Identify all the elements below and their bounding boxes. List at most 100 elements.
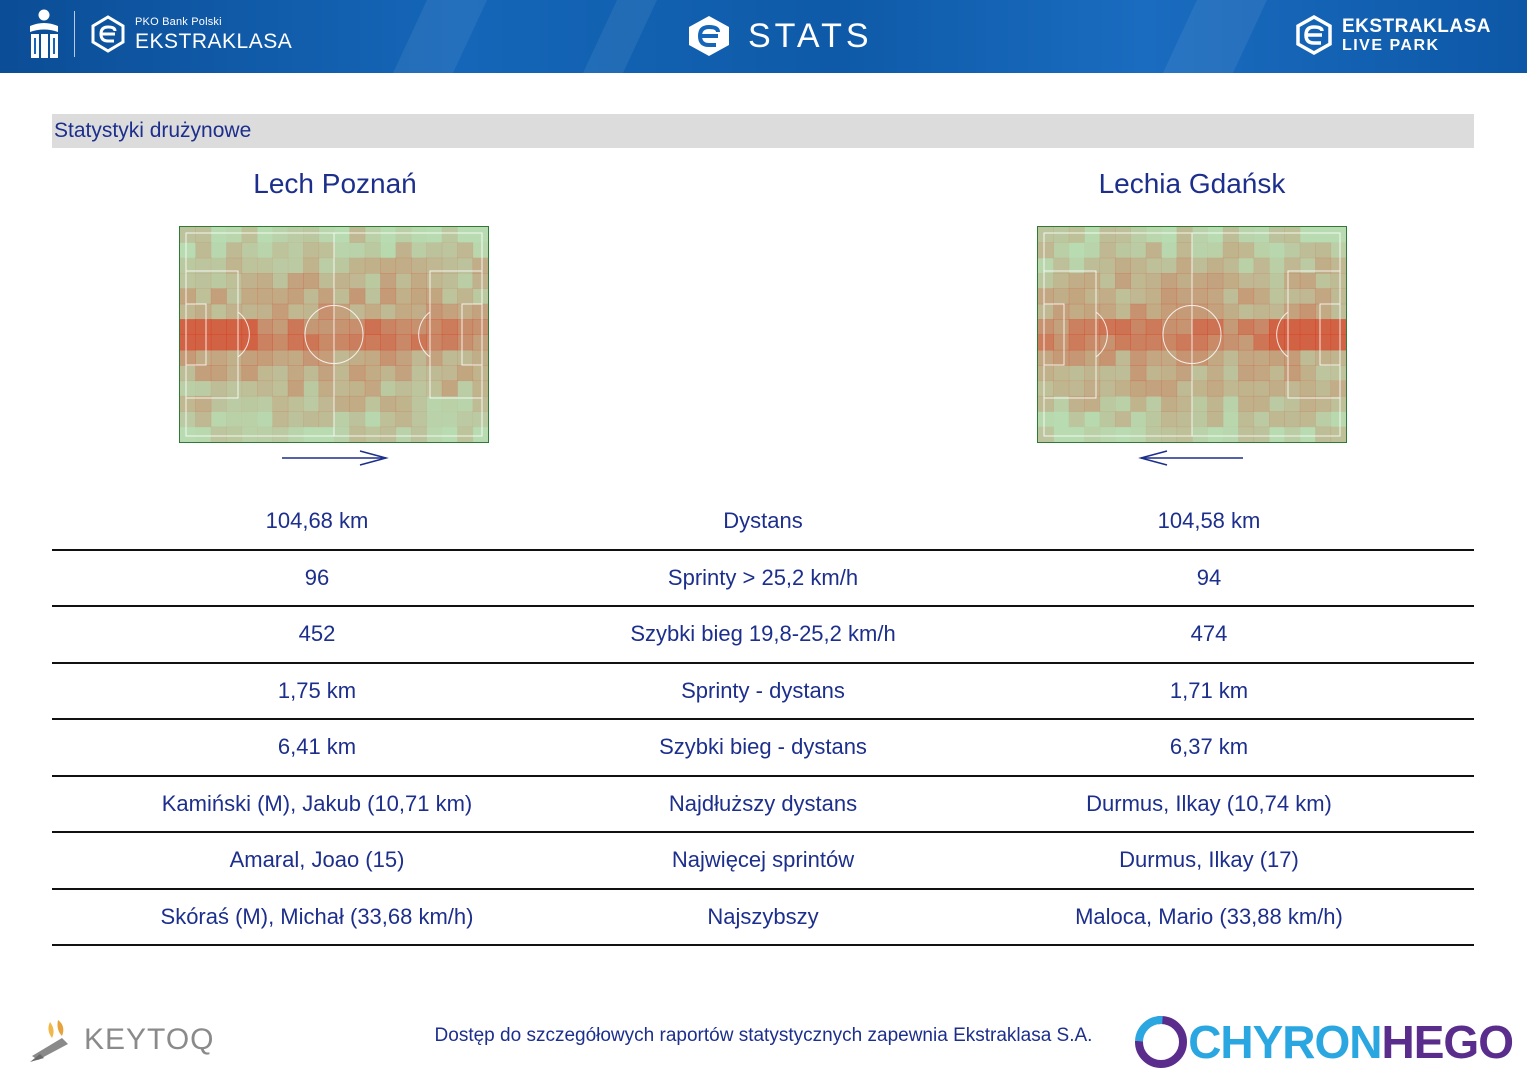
heat-cell [334,349,350,366]
heat-cell [380,349,397,366]
heat-cell [1068,395,1085,412]
heat-cell [349,273,366,289]
heat-cell [364,349,381,366]
heat-cell [1053,227,1070,243]
heat-cell [1068,365,1085,382]
heat-cell [287,273,304,289]
heat-cell [1130,411,1147,428]
stat-label: Najdłuższy dystans [668,790,858,816]
heat-cell [287,380,304,397]
heat-cell [1269,288,1285,305]
footer-note: Dostęp do szczegółowych raportów statyst… [434,1025,1093,1046]
heat-cell [1084,319,1101,335]
brand-big-text: EKSTRAKLASA [135,29,293,53]
heat-cell [349,411,366,428]
heat-cell [1099,257,1116,274]
heat-cell [457,242,474,259]
heat-cell [1161,288,1178,305]
heat-cell [364,288,381,305]
heat-cell [1315,273,1332,289]
heat-cell [257,227,273,243]
heat-cell [441,365,458,382]
heat-cell [364,334,381,351]
heat-cell [1053,303,1070,320]
heat-cell [1053,427,1069,442]
away-value: 104,58 km [1157,508,1261,534]
heat-cell [472,288,488,305]
heat-cell [1115,334,1131,351]
heat-cell [210,426,227,442]
heat-cell [1300,227,1316,243]
heat-cell [318,334,335,351]
heat-cell [210,395,227,412]
heat-cell [442,427,458,442]
heat-cell [1222,319,1239,335]
away-value: 474 [1190,621,1228,647]
away-team-name: Lechia Gdańsk [1098,168,1286,199]
heat-cell [180,242,196,258]
heat-cell [411,257,427,274]
heat-cell [241,395,258,412]
heat-cell [1192,426,1208,442]
heat-cell [334,242,350,259]
heat-cell [1315,319,1332,335]
heat-cell [1299,257,1316,274]
heat-cell [1331,411,1346,427]
heat-cell [1084,288,1101,305]
heat-cell [395,349,412,366]
heat-cell [1269,319,1285,335]
heat-cell [1253,257,1270,274]
heat-cell [349,303,366,320]
away-value: 1,71 km [1169,677,1249,703]
heat-cell [334,426,350,442]
heat-cell [1299,288,1316,305]
heat-cell [1145,426,1162,442]
heat-cell [1176,380,1193,397]
heat-cell [1068,349,1085,366]
heat-cell [1330,273,1346,289]
heat-cell [226,411,243,428]
heat-cell [1084,227,1100,243]
heat-cell [1222,288,1239,305]
away-value: 94 [1196,564,1222,590]
heat-cell [195,227,212,243]
heat-cell [364,365,381,382]
heat-cell [411,303,427,320]
heat-cell [211,242,227,258]
heat-cell [441,242,458,259]
heat-cell [1161,303,1178,320]
heat-cell [1253,411,1270,428]
heat-cell [1115,411,1131,428]
heat-cell [241,303,258,320]
chyronhego-logo-icon [1135,1016,1188,1068]
heat-cell [411,380,427,397]
heat-cell [441,380,458,397]
heat-cell [180,427,196,442]
heat-cell [349,334,366,351]
heat-cell [1038,334,1054,351]
heat-cell [1269,427,1285,442]
heat-cell [1099,334,1116,351]
heat-cell [1161,411,1178,428]
heat-cell [1068,273,1085,289]
away-value: Durmus, Ilkay (17) [1119,847,1299,873]
heat-cell [1207,380,1224,397]
heat-cell [1115,257,1131,274]
heat-cell [1207,257,1224,274]
heat-cell [1145,288,1162,305]
heat-cell [1145,411,1162,428]
heat-cell [1207,365,1224,382]
heat-cell [1053,288,1070,305]
heat-cell [1053,395,1070,412]
heat-cell [1130,380,1147,397]
heat-cell [226,426,243,442]
heat-cell [1176,349,1193,366]
heat-cell [1315,365,1332,382]
heat-cell [272,380,289,397]
heat-cell [210,349,227,366]
heat-cell [1069,427,1085,442]
heat-cell [180,411,196,428]
heat-cell [1238,242,1255,259]
table-row: 96 Sprinty > 25,2 km/h 94 [52,551,1474,607]
heat-cell [426,257,443,274]
